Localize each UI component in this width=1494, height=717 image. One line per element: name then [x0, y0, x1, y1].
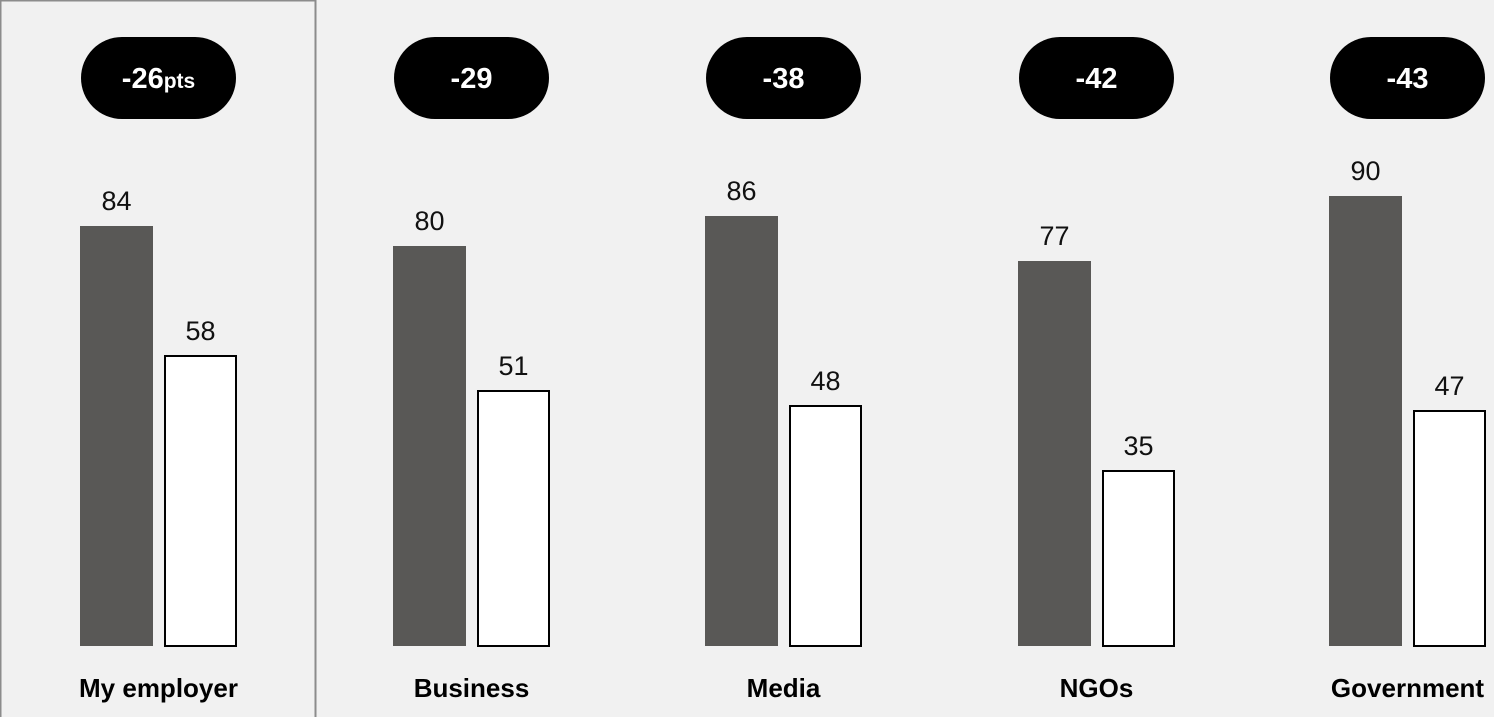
bar-series-2 — [1102, 470, 1175, 647]
gap-pill — [81, 37, 236, 119]
value-label-series-1: 90 — [1350, 156, 1380, 186]
bar-series-1 — [1329, 196, 1402, 646]
gap-pill — [706, 37, 861, 119]
gap-label: -38 — [763, 63, 805, 95]
bar-series-1 — [705, 216, 778, 646]
value-label-series-2: 35 — [1123, 431, 1153, 461]
bar-series-1 — [1018, 261, 1091, 646]
gap-pill — [1330, 37, 1485, 119]
value-label-series-1: 80 — [414, 206, 444, 236]
bar-series-2 — [789, 405, 862, 647]
category-label: NGOs — [1060, 673, 1134, 703]
gap-unit-label: pts — [164, 70, 196, 93]
category-label: Business — [414, 673, 530, 703]
gap-pill — [394, 37, 549, 119]
value-label-series-2: 48 — [810, 366, 840, 396]
gap-pill — [1019, 37, 1174, 119]
category-label: My employer — [79, 673, 238, 703]
bar-series-1 — [80, 226, 153, 646]
value-label-series-2: 47 — [1434, 371, 1464, 401]
value-label-series-2: 51 — [498, 351, 528, 381]
value-label-series-2: 58 — [185, 316, 215, 346]
bar-series-2 — [477, 390, 550, 647]
bar-series-1 — [393, 246, 466, 646]
category-label: Government — [1331, 673, 1484, 703]
gap-label: -42 — [1076, 63, 1118, 95]
value-label-series-1: 84 — [101, 186, 131, 216]
gap-label: -26pts — [122, 63, 195, 95]
category-label: Media — [747, 673, 821, 703]
gap-label: -29 — [451, 63, 493, 95]
value-label-series-1: 77 — [1039, 221, 1069, 251]
bar-series-2 — [164, 355, 237, 647]
gap-label: -43 — [1387, 63, 1429, 95]
bar-series-2 — [1413, 410, 1486, 647]
value-label-series-1: 86 — [726, 176, 756, 206]
highlight-frame — [0, 0, 317, 717]
